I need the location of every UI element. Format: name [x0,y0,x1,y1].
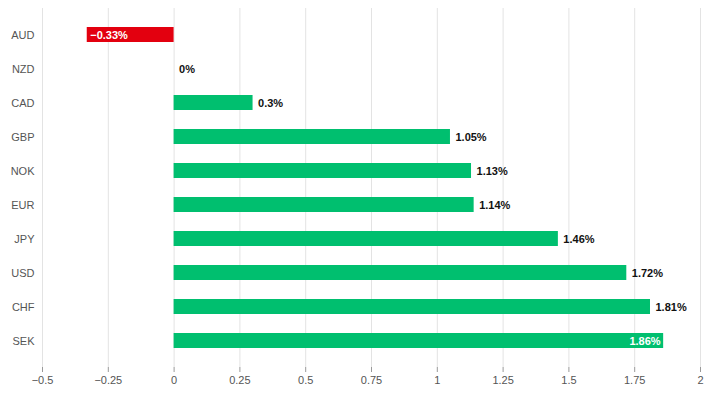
svg-text:1.5: 1.5 [561,374,576,386]
svg-text:USD: USD [11,267,34,279]
svg-text:GBP: GBP [11,131,34,143]
svg-text:CAD: CAD [11,97,34,109]
svg-text:1.81%: 1.81% [655,301,686,313]
svg-text:2: 2 [697,374,703,386]
svg-text:EUR: EUR [11,199,34,211]
svg-text:1.72%: 1.72% [632,267,663,279]
svg-text:AUD: AUD [11,29,34,41]
svg-text:1.14%: 1.14% [479,199,510,211]
svg-text:NOK: NOK [11,165,36,177]
svg-text:1.75: 1.75 [624,374,645,386]
svg-text:1.25: 1.25 [492,374,513,386]
svg-text:1.46%: 1.46% [563,233,594,245]
svg-text:SEK: SEK [12,335,35,347]
svg-text:1.05%: 1.05% [455,131,486,143]
svg-text:0.25: 0.25 [229,374,250,386]
svg-text:NZD: NZD [12,63,35,75]
svg-text:1.13%: 1.13% [477,165,508,177]
svg-text:0.3%: 0.3% [258,97,283,109]
svg-text:0.5: 0.5 [298,374,313,386]
svg-text:1: 1 [434,374,440,386]
svg-text:−0.25: −0.25 [94,374,122,386]
svg-text:−0.33%: −0.33% [90,29,128,41]
svg-text:JPY: JPY [14,233,35,245]
svg-text:CHF: CHF [12,301,35,313]
svg-text:0%: 0% [179,63,195,75]
svg-text:0: 0 [171,374,177,386]
svg-text:1.86%: 1.86% [629,335,660,347]
svg-text:0.75: 0.75 [361,374,382,386]
svg-text:−0.5: −0.5 [32,374,54,386]
